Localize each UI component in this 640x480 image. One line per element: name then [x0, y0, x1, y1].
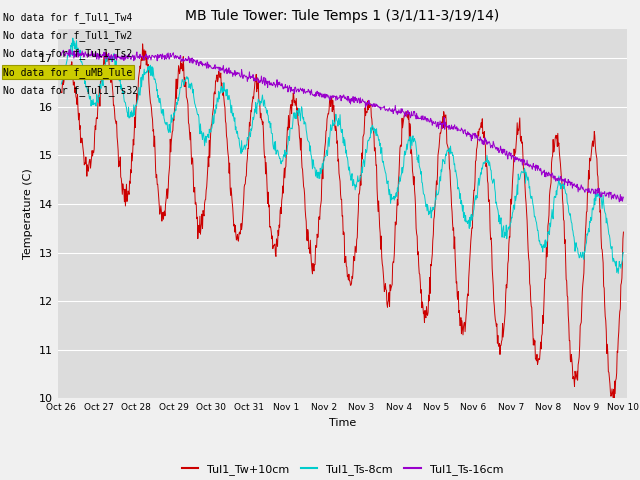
Text: No data for f_uMB_Tule: No data for f_uMB_Tule — [3, 67, 132, 78]
Y-axis label: Temperature (C): Temperature (C) — [23, 168, 33, 259]
Text: No data for f_Tul1_Tw4: No data for f_Tul1_Tw4 — [3, 12, 132, 23]
Legend: Tul1_Tw+10cm, Tul1_Ts-8cm, Tul1_Ts-16cm: Tul1_Tw+10cm, Tul1_Ts-8cm, Tul1_Ts-16cm — [177, 459, 508, 479]
X-axis label: Time: Time — [329, 418, 356, 428]
Text: No data for f_Tul1_Tw2: No data for f_Tul1_Tw2 — [3, 30, 132, 41]
Text: No data for f_Tul1_Ts2: No data for f_Tul1_Ts2 — [3, 48, 132, 60]
Text: No data for f_Tul1_Ts32: No data for f_Tul1_Ts32 — [3, 85, 138, 96]
Title: MB Tule Tower: Tule Temps 1 (3/1/11-3/19/14): MB Tule Tower: Tule Temps 1 (3/1/11-3/19… — [185, 10, 500, 24]
